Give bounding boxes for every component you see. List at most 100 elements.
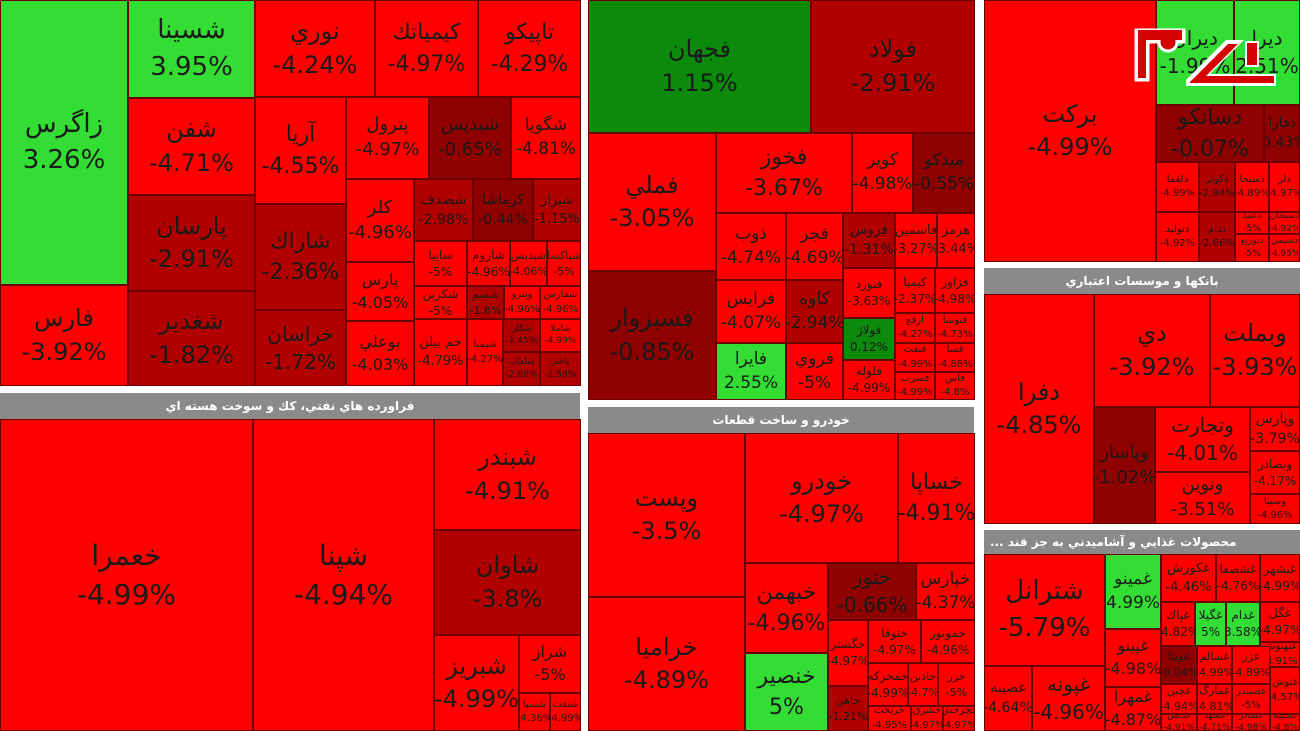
stock-tile[interactable]: غشهد -4.71%	[1197, 714, 1232, 731]
stock-tile[interactable]: ارفع -4.27%	[895, 313, 935, 343]
stock-tile[interactable]: ونوين -3.51%	[1155, 472, 1250, 524]
stock-tile[interactable]: غنوش -4.57%	[1270, 667, 1300, 714]
stock-tile[interactable]: خبهمن -4.96%	[745, 563, 828, 653]
stock-tile[interactable]: شبديس -0.65%	[429, 97, 511, 179]
stock-tile[interactable]: غدبس -4.91%	[1161, 714, 1197, 731]
stock-tile[interactable]: شاملا -4.99%	[540, 319, 581, 352]
stock-tile[interactable]: دفرا -4.85%	[984, 294, 1094, 524]
stock-tile[interactable]: وسينا -4.96%	[1250, 494, 1300, 524]
stock-tile[interactable]: شفن -4.71%	[128, 98, 255, 195]
stock-tile[interactable]: فملي -3.05%	[588, 133, 716, 271]
stock-tile[interactable]: خريخت -4.95%	[868, 706, 911, 731]
stock-tile[interactable]: فزاور -4.98%	[935, 268, 975, 313]
stock-tile[interactable]: شاروم -4.96%	[467, 241, 510, 286]
stock-tile[interactable]: تاپيكو -4.29%	[478, 0, 581, 97]
stock-tile[interactable]: غبشهر -4.99%	[1260, 554, 1300, 602]
stock-tile[interactable]: فاس -4.8%	[935, 372, 975, 400]
stock-tile[interactable]: وتجارت -4.01%	[1155, 407, 1250, 472]
stock-tile[interactable]: فولاد -2.91%	[811, 0, 975, 133]
stock-tile[interactable]: خعمرا -4.99%	[0, 419, 253, 731]
stock-tile[interactable]: خساپا -4.91%	[898, 433, 975, 563]
stock-tile[interactable]: خاذين -4.7%	[908, 663, 938, 706]
stock-tile[interactable]: ديرا 2.51%	[1234, 0, 1300, 105]
stock-tile[interactable]: هرمز -3.44%	[937, 213, 975, 268]
stock-tile[interactable]: فسبزوار -0.85%	[588, 271, 716, 400]
stock-tile[interactable]: فروس -1.31%	[843, 213, 895, 268]
stock-tile[interactable]: بركت -4.99%	[984, 0, 1156, 262]
stock-tile[interactable]: غچين -4.94%	[1161, 684, 1197, 714]
stock-tile[interactable]: خاهن -1.21%	[828, 686, 868, 731]
stock-tile[interactable]: ويترو -4.96%	[504, 286, 540, 319]
stock-tile[interactable]: دسانكو -0.07%	[1156, 105, 1264, 162]
stock-tile[interactable]: دسبحا -4.89%	[1235, 162, 1269, 212]
stock-tile[interactable]: غپينو -4.98%	[1105, 629, 1161, 687]
stock-tile[interactable]: كلر -4.96%	[346, 179, 414, 262]
stock-tile[interactable]: غشاذر -4.98%	[1232, 714, 1270, 731]
stock-tile[interactable]: فايرا 2.55%	[716, 343, 786, 400]
stock-tile[interactable]: شبندر -4.91%	[434, 419, 581, 530]
stock-tile[interactable]: وپارس -3.79%	[1250, 407, 1300, 451]
stock-tile[interactable]: غپونه -4.96%	[1032, 666, 1105, 731]
stock-tile[interactable]: غگيلا 5%	[1195, 602, 1226, 646]
stock-tile[interactable]: خراميا -4.89%	[588, 597, 745, 731]
stock-tile[interactable]: شكربن -5%	[414, 286, 467, 319]
stock-tile[interactable]: فارس -3.92%	[0, 285, 128, 386]
stock-tile[interactable]: غصيندر -5%	[1232, 684, 1270, 714]
stock-tile[interactable]: كرماشا -0.44%	[473, 179, 533, 241]
stock-tile[interactable]: غمهرا -4.87%	[1105, 687, 1161, 731]
stock-tile[interactable]: غمارگ -4.81%	[1197, 684, 1232, 714]
stock-tile[interactable]: خودرو -4.97%	[745, 433, 898, 563]
stock-tile[interactable]: فنوسا -4.73%	[935, 313, 975, 343]
stock-tile[interactable]: فجهان 1.15%	[588, 0, 811, 133]
stock-tile[interactable]: ذوب -4.74%	[716, 213, 786, 280]
stock-tile[interactable]: زاگرس 3.26%	[0, 0, 128, 285]
stock-tile[interactable]: ددام -2.66%	[1199, 212, 1235, 262]
stock-tile[interactable]: شگويا -4.81%	[511, 97, 581, 179]
stock-tile[interactable]: دشيمي -4.95%	[1269, 234, 1300, 262]
stock-tile[interactable]: دي -3.92%	[1094, 294, 1210, 407]
stock-tile[interactable]: ختوقا -4.97%	[868, 620, 921, 663]
stock-tile[interactable]: خشرق -4.97%	[911, 706, 943, 731]
stock-tile[interactable]: دسبحان -4.92%	[1269, 212, 1300, 234]
stock-tile[interactable]: شراز -5%	[519, 635, 581, 693]
stock-tile[interactable]: فنفت -4.99%	[895, 343, 935, 372]
stock-tile[interactable]: شفارس -4.96%	[540, 286, 581, 319]
stock-tile[interactable]: شكلر -1.45%	[503, 319, 540, 352]
stock-tile[interactable]: غويتا -0.04%	[1161, 646, 1197, 684]
stock-tile[interactable]: غصيبه -4.64%	[984, 666, 1032, 731]
stock-tile[interactable]: شلعاب -2.68%	[503, 352, 540, 386]
stock-tile[interactable]: سابيا -5%	[414, 241, 467, 286]
stock-tile[interactable]: غدام 3.58%	[1226, 602, 1260, 646]
stock-tile[interactable]: شاوان -3.8%	[434, 530, 581, 635]
stock-tile[interactable]: خپارس -4.37%	[916, 563, 975, 620]
stock-tile[interactable]: كيميا -2.37%	[895, 268, 935, 313]
stock-tile[interactable]: غشصفا -4.76%	[1216, 554, 1260, 602]
stock-tile[interactable]: دتوزيع -5%	[1235, 234, 1269, 262]
stock-tile[interactable]: فنورد -3.63%	[843, 268, 895, 318]
stock-tile[interactable]: شيمبا -4.27%	[467, 319, 503, 386]
stock-tile[interactable]: دلر -4.97%	[1269, 162, 1300, 212]
stock-tile[interactable]: فلوله -4.99%	[843, 360, 895, 400]
stock-tile[interactable]: شسينا 3.95%	[128, 0, 255, 98]
stock-tile[interactable]: وبملت -3.93%	[1210, 294, 1300, 407]
stock-tile[interactable]: حم بيلن -4.79%	[414, 319, 467, 386]
stock-tile[interactable]: شپاكسا -5%	[547, 241, 581, 286]
stock-tile[interactable]: شپنا -4.94%	[253, 419, 434, 731]
stock-tile[interactable]: دعبيد -5%	[1235, 212, 1269, 234]
stock-tile[interactable]: پارسان -2.91%	[128, 195, 255, 291]
stock-tile[interactable]: خنصير 5%	[745, 653, 828, 731]
stock-tile[interactable]: شصدف -2.98%	[414, 179, 473, 241]
stock-tile[interactable]: فروي -5%	[786, 343, 843, 400]
stock-tile[interactable]: فولاژ 0.12%	[843, 318, 895, 360]
stock-tile[interactable]: فجر -4.69%	[786, 213, 843, 280]
stock-tile[interactable]: خراسان -1.72%	[255, 310, 346, 386]
stock-tile[interactable]: غسالم -4.99%	[1197, 646, 1232, 684]
stock-tile[interactable]: دكوثر -2.94%	[1199, 162, 1235, 212]
stock-tile[interactable]: ختور -0.66%	[828, 563, 916, 620]
stock-tile[interactable]: خمونور -4.96%	[921, 620, 975, 663]
stock-tile[interactable]: وبصادر -4.17%	[1250, 451, 1300, 494]
stock-tile[interactable]: كيمياتك -4.97%	[375, 0, 478, 97]
stock-tile[interactable]: آريا -4.55%	[255, 97, 346, 204]
stock-tile[interactable]: فاسمين -3.27%	[895, 213, 937, 268]
stock-tile[interactable]: شسپا -4.36%	[519, 693, 550, 731]
